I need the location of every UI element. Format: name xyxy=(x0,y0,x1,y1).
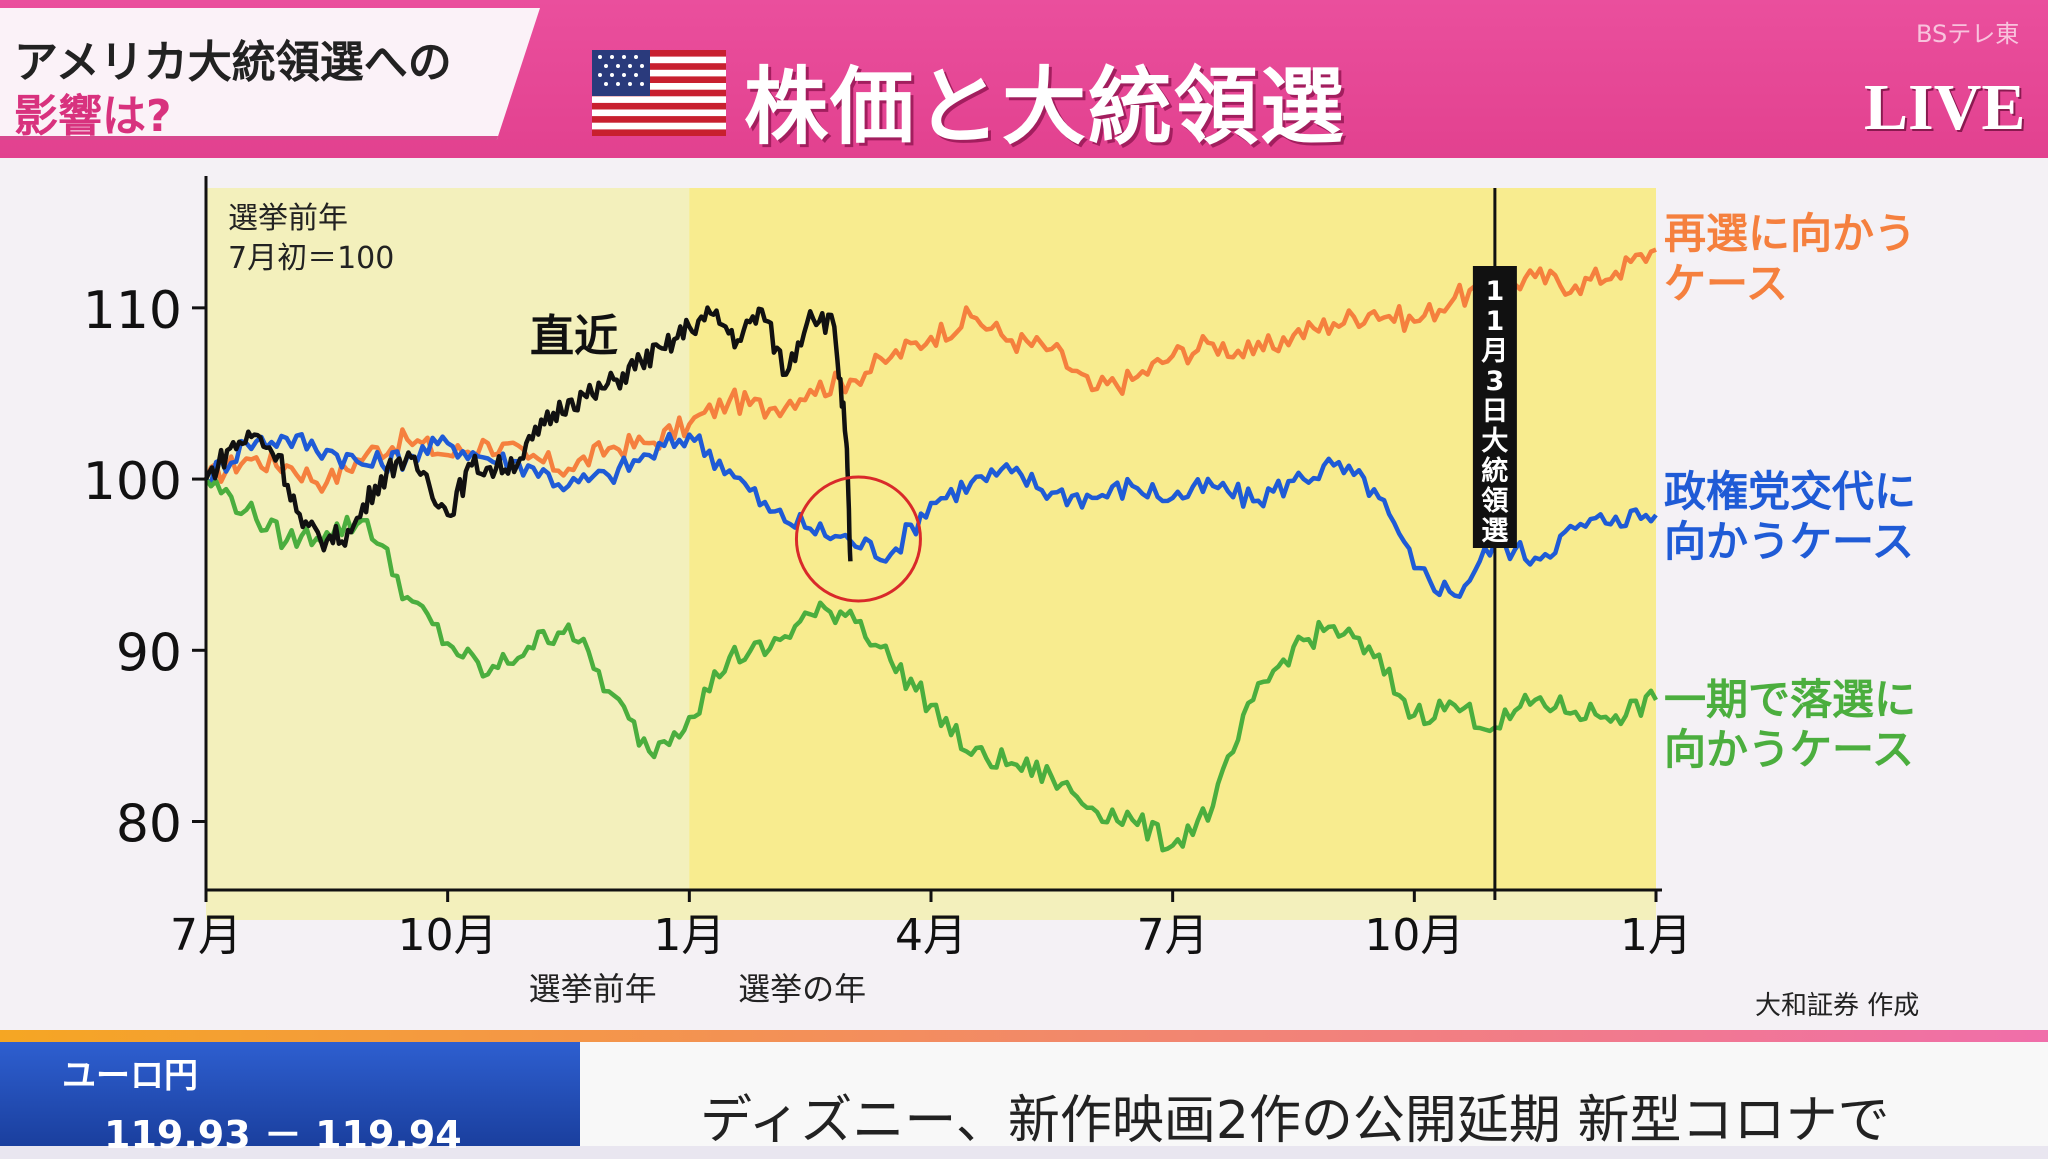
y-tick-label: 100 xyxy=(83,452,182,512)
network-logo: BSテレ東 xyxy=(1916,20,2020,48)
period-label: 選挙の年 xyxy=(738,970,866,1008)
news-headline: ディズニー、新作映画2作の公開延期 新型コロナで xyxy=(700,1091,1890,1151)
series-label: 政権党交代に xyxy=(1664,467,1916,516)
topic-box: アメリカ大統領選への 影響は? xyxy=(0,8,540,140)
series-label: 向かうケース xyxy=(1664,725,1914,774)
highlight-circle xyxy=(794,475,922,603)
baseline-note-line: 選挙前年 xyxy=(228,201,348,236)
x-tick-label: 7月 xyxy=(170,910,242,961)
topic-line-2: 影響は? xyxy=(14,91,172,142)
us-flag-icon xyxy=(592,50,726,136)
series-line xyxy=(203,247,1657,494)
main-title: 株価と大統領選 xyxy=(744,58,1347,156)
fx-box: ユーロ円 119.93 － 119.94 xyxy=(0,1042,580,1157)
x-tick-label: 1月 xyxy=(1620,910,1692,961)
y-tick-label: 80 xyxy=(116,795,182,855)
election-day-label: 1 1 月 3 日大統領選 xyxy=(1472,266,1517,548)
baseline-note: 選挙前年 7月初＝100 xyxy=(228,201,394,276)
series-line xyxy=(204,477,1658,853)
x-tick-label: 10月 xyxy=(398,910,498,961)
fx-rate: 119.93 － 119.94 xyxy=(104,1113,462,1157)
series-label: 一期で落選に xyxy=(1664,675,1916,724)
series-line xyxy=(204,431,1658,599)
series-layer xyxy=(203,247,1658,853)
series-label: 向かうケース xyxy=(1664,517,1914,566)
ticker-strip xyxy=(0,1030,2048,1042)
topic-line-1: アメリカ大統領選への xyxy=(14,37,452,88)
x-tick-label: 7月 xyxy=(1137,910,1209,961)
live-badge: LIVE xyxy=(1864,71,2026,144)
x-tick-label: 4月 xyxy=(895,910,967,961)
y-tick-label: 110 xyxy=(83,281,182,341)
program-header: アメリカ大統領選への 影響は? 株価と大統領選 BSテレ東 LIVE xyxy=(0,0,2048,158)
source-credit: 大和証券 作成 xyxy=(1755,991,1920,1021)
series-label: 直近 xyxy=(530,311,618,362)
period-label: 選挙前年 xyxy=(529,970,657,1008)
baseline-note-line: 7月初＝100 xyxy=(228,241,394,276)
fx-label: ユーロ円 xyxy=(62,1056,198,1096)
y-tick-label: 90 xyxy=(116,623,182,683)
series-line xyxy=(203,305,853,562)
series-label: ケース xyxy=(1664,259,1788,308)
x-tick-label: 10月 xyxy=(1364,910,1464,961)
series-label: 再選に向かう xyxy=(1664,209,1916,258)
news-ticker: ディズニー、新作映画2作の公開延期 新型コロナで xyxy=(580,1042,2048,1151)
x-tick-label: 1月 xyxy=(653,910,725,961)
